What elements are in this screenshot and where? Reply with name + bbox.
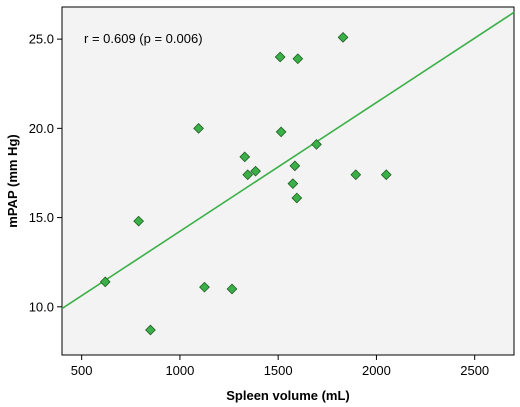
data-point-4	[199, 281, 210, 293]
y-axis-title: mPAP (mm Hg)	[5, 134, 20, 227]
x-tick-label-2500: 2500	[460, 363, 489, 378]
data-point-1	[133, 215, 145, 227]
data-point-10	[275, 126, 287, 138]
x-tick-label-500: 500	[71, 363, 93, 378]
axis-ticks	[57, 38, 476, 360]
data-point-6	[239, 151, 251, 163]
y-tick-label-2: 20.0	[29, 121, 54, 136]
data-point-11	[287, 178, 299, 190]
data-point-7	[242, 169, 254, 181]
data-point-18	[380, 169, 392, 181]
tick-labels: 500 1000 1500 2000 2500 10.0 15.0 20.0 25.0	[29, 32, 489, 378]
y-tick-label-1: 15.0	[29, 210, 54, 225]
correlation-annotation: r = 0.609 (p = 0.006)	[84, 31, 203, 46]
data-point-12	[289, 160, 301, 172]
data-point-17	[350, 169, 362, 181]
x-tick-label-1000: 1000	[165, 363, 194, 378]
data-point-13	[291, 192, 303, 204]
data-point-14	[292, 53, 304, 65]
data-point-15	[311, 139, 322, 150]
plot-background	[61, 6, 515, 356]
data-points	[99, 31, 392, 336]
data-point-16	[337, 31, 349, 43]
data-point-9	[274, 51, 286, 63]
y-tick-label-3: 25.0	[29, 32, 54, 47]
regression-line	[61, 11, 515, 310]
y-tick-label-0: 10.0	[29, 299, 54, 314]
data-point-5	[226, 283, 238, 295]
x-axis-title: Spleen volume (mL)	[226, 388, 350, 403]
data-point-3	[193, 122, 204, 134]
x-tick-label-1500: 1500	[264, 363, 293, 378]
data-point-8	[250, 165, 261, 177]
x-tick-label-2000: 2000	[362, 363, 391, 378]
data-point-0	[99, 276, 111, 288]
data-point-2	[145, 324, 156, 336]
